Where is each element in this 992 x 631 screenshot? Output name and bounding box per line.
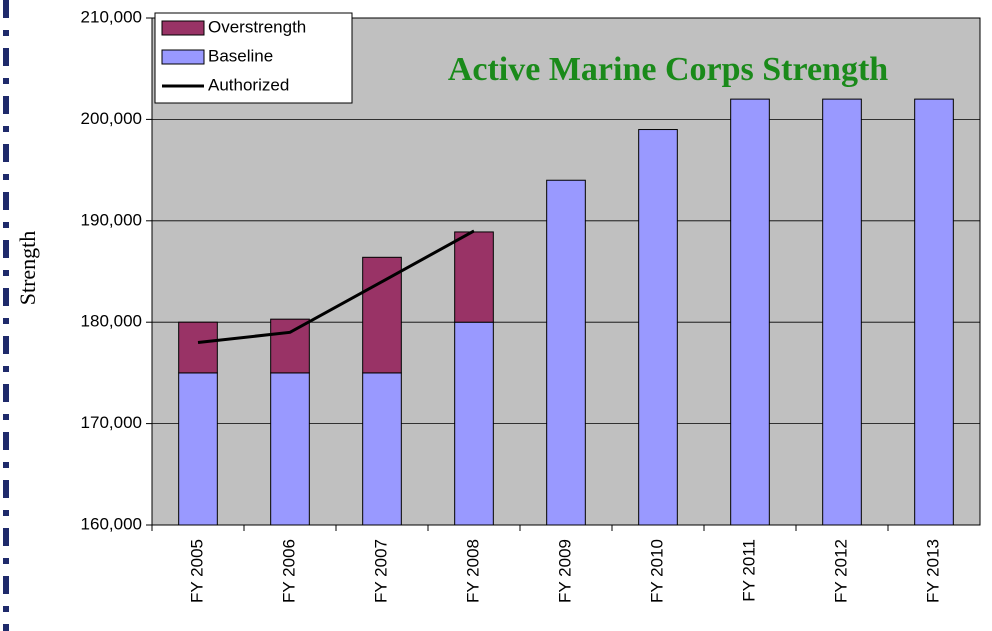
y-tick-label: 190,000 (81, 210, 142, 229)
x-tick-label: FY 2009 (555, 539, 574, 603)
y-tick-label: 160,000 (81, 514, 142, 533)
legend-label: Authorized (208, 75, 289, 94)
x-tick-label: FY 2011 (739, 539, 758, 602)
bar (362, 372, 402, 526)
bar (362, 256, 402, 374)
bar (914, 98, 954, 526)
line (197, 229, 475, 344)
y-tick-label: 180,000 (81, 312, 142, 331)
bar (822, 98, 862, 526)
x-tick-label: FY 2012 (831, 539, 850, 603)
bar (270, 372, 310, 526)
legend-swatch (161, 49, 205, 65)
bar (638, 129, 678, 526)
legend-swatch (161, 20, 205, 36)
bar (454, 231, 494, 323)
x-tick-label: FY 2007 (371, 539, 390, 603)
y-tick-label: 200,000 (81, 109, 142, 128)
bar (454, 321, 494, 526)
legend-label: Overstrength (208, 17, 306, 36)
x-tick-label: FY 2006 (279, 539, 298, 603)
y-tick-label: 210,000 (81, 7, 142, 26)
bar (270, 318, 310, 374)
x-tick-label: FY 2008 (463, 539, 482, 603)
bar (178, 321, 218, 374)
y-tick-label: 170,000 (81, 413, 142, 432)
bar (546, 179, 586, 526)
x-tick-label: FY 2005 (187, 539, 206, 603)
y-axis-label: Strength (15, 231, 40, 306)
x-tick-label: FY 2013 (923, 539, 942, 603)
chart-title: Active Marine Corps Strength (448, 51, 888, 88)
x-tick-label: FY 2010 (647, 539, 666, 603)
bar (730, 98, 770, 526)
legend-label: Baseline (208, 46, 273, 65)
bar (178, 372, 218, 526)
